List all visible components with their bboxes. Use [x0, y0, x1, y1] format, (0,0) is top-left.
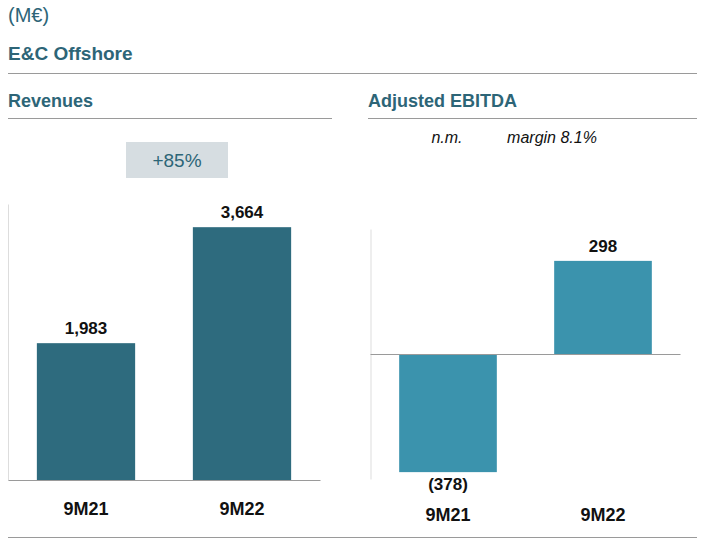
title-rule — [368, 118, 697, 119]
data-labels: (378) 298 — [428, 237, 617, 494]
bar — [399, 354, 497, 472]
x-tick-label: 9M21 — [425, 505, 470, 525]
x-axis: 9M21 9M22 — [9, 480, 321, 519]
annotation-box — [126, 142, 228, 178]
x-tick: 9M21 — [425, 490, 470, 525]
x-axis: 9M21 9M22 — [425, 490, 625, 525]
data-label: 298 — [589, 237, 617, 256]
x-tick-label: 9M22 — [219, 499, 264, 519]
chart: Revenues 9M21 9M22 1,983 3,664 +85% — [8, 91, 332, 519]
chart-title: Adjusted EBITDA — [368, 91, 517, 111]
data-labels: 1,983 3,664 — [65, 203, 264, 338]
footer-rule — [8, 537, 697, 538]
bars — [37, 227, 291, 480]
chart-page: (M€) E&C Offshore Revenues 9M21 9M22 1,983 3,6… — [0, 0, 705, 540]
unit-label: (M€) — [8, 4, 49, 26]
chart-title: Revenues — [8, 91, 93, 111]
page-title: E&C Offshore — [8, 43, 133, 64]
x-tick: 9M22 — [219, 480, 264, 519]
x-tick: 9M22 — [580, 490, 625, 525]
growth-annotation: +85% — [152, 150, 201, 171]
x-tick-label: 9M21 — [63, 499, 108, 519]
data-label: 3,664 — [221, 203, 264, 222]
bar — [37, 343, 135, 480]
chart: Adjusted EBITDA 9M21 9M22 (378) 298 n.m. margi… — [368, 91, 697, 525]
annotations: n.m. margin 8.1% — [431, 129, 596, 146]
margin-annotation: margin 8.1% — [507, 129, 597, 146]
bar — [554, 261, 652, 354]
y-axis-line — [8, 205, 9, 481]
x-tick-label: 9M22 — [580, 505, 625, 525]
bar — [193, 227, 291, 480]
y-axis — [8, 205, 9, 481]
x-axis-line — [9, 480, 321, 481]
title-rule — [8, 118, 332, 119]
annotations: +85% — [126, 142, 228, 178]
header-rule — [8, 73, 697, 74]
data-label: 1,983 — [65, 319, 108, 338]
bars — [399, 261, 652, 472]
margin-annotation: n.m. — [431, 129, 462, 146]
zero-line — [371, 354, 681, 355]
data-label: (378) — [428, 475, 468, 494]
x-tick: 9M21 — [63, 480, 108, 519]
